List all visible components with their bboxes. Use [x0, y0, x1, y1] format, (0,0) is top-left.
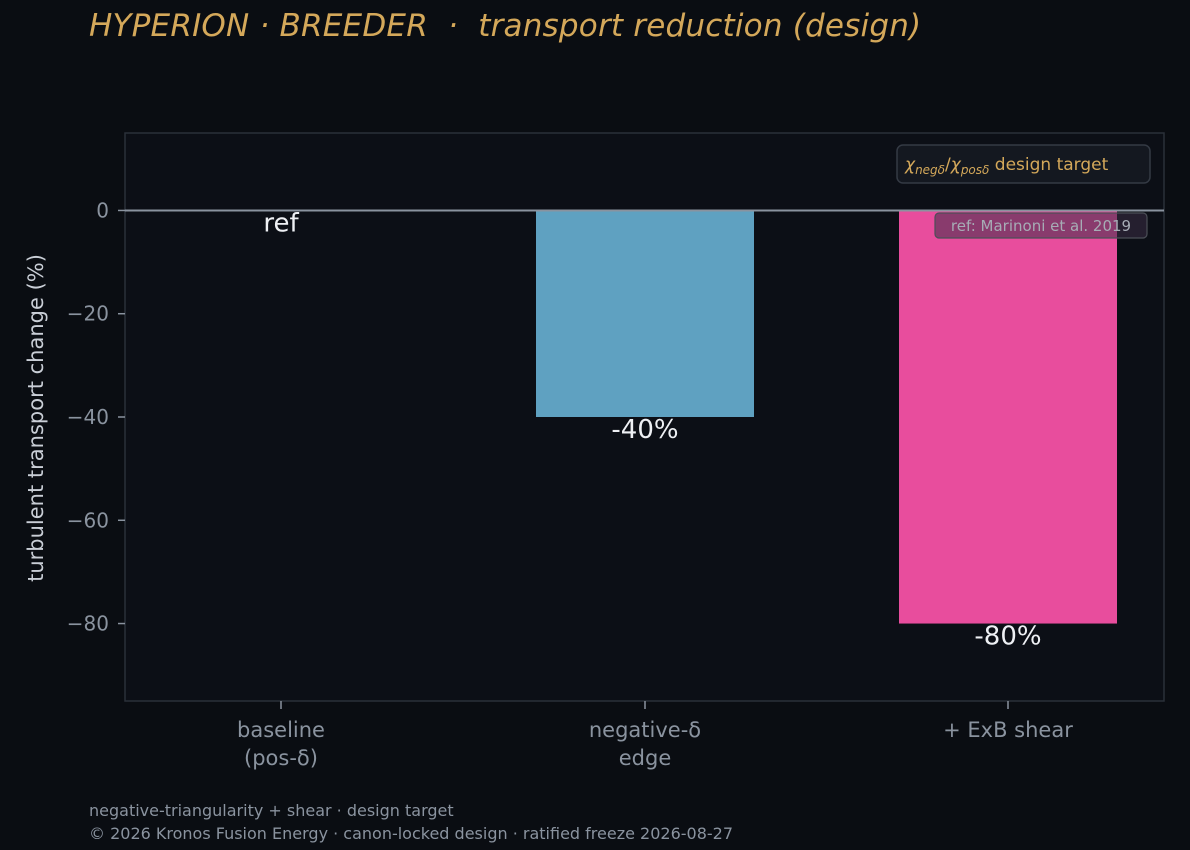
bar-value-labels: ref -40% -80%: [263, 208, 1041, 651]
legend-text: χnegδ/χposδ design target: [904, 155, 1109, 177]
legend: χnegδ/χposδ design target: [896, 144, 1151, 184]
y-tick-label: −40: [67, 405, 109, 429]
bar-1: [536, 210, 754, 417]
legend-slash: /: [945, 155, 951, 175]
y-axis-label: turbulent transport change (%): [24, 254, 48, 582]
y-tick-label: −80: [67, 612, 109, 636]
reference-note: ref: Marinoni et al. 2019: [934, 212, 1148, 239]
y-axis: 0 −20 −40 −60 −80: [67, 198, 125, 636]
legend-chi-neg-sub: negδ: [915, 163, 945, 177]
x-tick-label: baseline (pos-δ): [237, 718, 325, 770]
y-tick-label: −60: [67, 508, 109, 532]
x-axis: baseline (pos-δ) negative-δ edge + ExB shear: [237, 701, 1073, 770]
bars: [172, 210, 1117, 624]
bar-value-label: -80%: [974, 622, 1041, 652]
legend-box: [896, 144, 1151, 184]
y-tick-label: −20: [67, 302, 109, 326]
footer-copyright: © 2026 Kronos Fusion Energy · canon-lock…: [89, 824, 734, 843]
x-tick-label: negative-δ edge: [589, 718, 701, 770]
x-tick-label: + ExB shear: [943, 718, 1073, 742]
legend-chi-pos: χ: [950, 155, 962, 175]
bar-2: [899, 210, 1117, 624]
chart-title: HYPERION · BREEDER · transport reduction…: [89, 8, 922, 44]
bar-value-label: ref: [263, 208, 299, 238]
y-tick-label: 0: [96, 198, 109, 222]
footer-caption: negative-triangularity + shear · design …: [89, 801, 454, 820]
legend-chi-neg: χ: [904, 155, 916, 175]
bar-value-label: -40%: [611, 415, 678, 445]
legend-chi-pos-sub: posδ: [960, 163, 990, 177]
reference-note-text: ref: Marinoni et al. 2019: [951, 217, 1131, 235]
reference-note-box: [934, 212, 1148, 239]
legend-suffix: design target: [989, 155, 1108, 175]
